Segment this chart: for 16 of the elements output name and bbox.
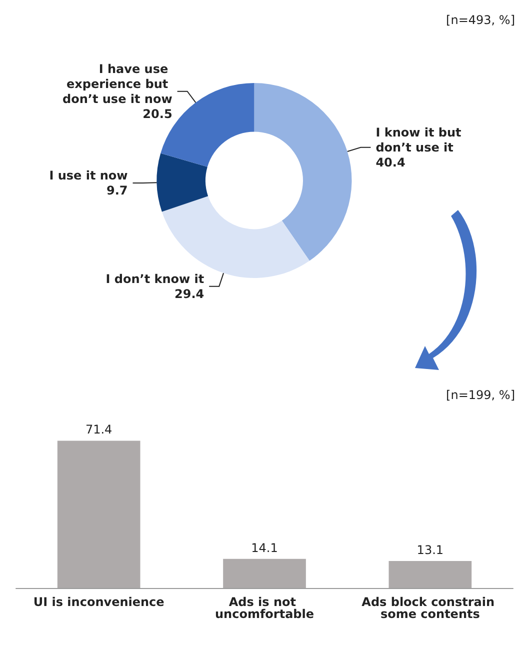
data-label: 14.1 [251, 540, 278, 555]
data-label: 9.7 [106, 183, 128, 198]
x-tick-label: UI is inconvenience [33, 595, 164, 609]
data-label: 29.4 [174, 286, 204, 301]
x-tick-label: Ads is not uncomfortable [214, 595, 314, 621]
text: [n=493, %] [446, 13, 516, 27]
slice-label: I have use experience but don’t use it now [62, 62, 172, 106]
x-tick-label: Ads block constrain some contents [362, 595, 499, 621]
data-label: 40.4 [376, 155, 406, 170]
slice-label: I use it now [49, 168, 128, 182]
text: [n=199, %] [446, 388, 516, 402]
data-label: 13.1 [416, 542, 444, 557]
data-label: 71.4 [85, 422, 112, 437]
data-label: 20.5 [142, 106, 172, 121]
slice-label: I know it but don’t use it [376, 125, 466, 154]
slice-label: I don’t know it [106, 272, 204, 286]
